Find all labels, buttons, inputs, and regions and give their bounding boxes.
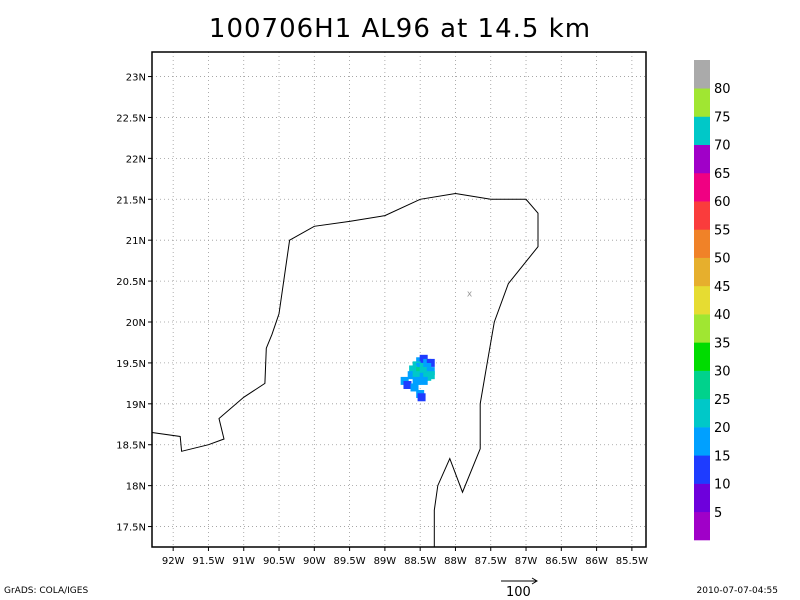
x-tick-label: 90.5W	[263, 556, 295, 567]
colorbar-swatch	[694, 398, 710, 428]
vector-scale-arrow	[501, 577, 538, 585]
longitude-tick-labels: 92W 91.5W 91W 90.5W 90W 89.5W 89W 88.5W 88W 87.5W…	[162, 547, 648, 567]
colorbar-swatch	[694, 229, 710, 258]
y-tick-label: 20.5N	[116, 277, 146, 288]
reflectivity-cell	[426, 371, 435, 380]
reflectivity-cell	[426, 367, 435, 376]
x-tick-label: 88W	[444, 556, 467, 567]
plot-frame	[151, 51, 647, 548]
x-tick-label: 86.5W	[545, 556, 577, 567]
y-tick-label: 20N	[126, 318, 146, 329]
x-tick-label: 91.5W	[192, 556, 224, 567]
reflectivity-cell	[400, 376, 409, 385]
colorbar-label: 70	[714, 139, 731, 154]
reflectivity-cell	[403, 381, 412, 389]
colorbar-label: 75	[714, 110, 731, 125]
colorbar-label: 10	[714, 478, 731, 493]
colorbar: 5 10 15 20 25 30 35 40 45 50 55 60 65 70 75 80	[694, 60, 731, 541]
x-tick-label: 91W	[232, 556, 255, 567]
coastline	[151, 192, 539, 547]
x-tick-label: 90W	[303, 556, 326, 567]
y-tick-label: 22.5N	[116, 113, 146, 124]
colorbar-label: 50	[714, 252, 731, 267]
colorbar-label: 15	[714, 449, 731, 464]
y-tick-label: 18N	[126, 482, 146, 493]
colorbar-label: 55	[714, 223, 731, 238]
y-tick-label: 17.5N	[116, 523, 146, 534]
credit-text: GrADS: COLA/IGES	[4, 586, 89, 596]
x-tick-label: 86W	[585, 556, 608, 567]
y-tick-label: 21N	[126, 236, 146, 247]
reflectivity-cell	[423, 363, 432, 371]
center-marker: x	[467, 289, 473, 299]
reflectivity-cell	[417, 393, 426, 402]
y-tick-label: 19N	[126, 400, 146, 411]
y-tick-label: 23N	[126, 73, 146, 84]
colorbar-swatch	[694, 427, 710, 456]
reflectivity-field	[400, 354, 435, 402]
colorbar-swatch	[694, 455, 710, 484]
colorbar-label: 20	[714, 421, 731, 436]
x-tick-label: 89.5W	[334, 556, 366, 567]
reflectivity-cell	[407, 371, 416, 380]
x-tick-label: 87.5W	[475, 556, 507, 567]
colorbar-label: 40	[714, 308, 731, 323]
colorbar-label: 25	[714, 393, 731, 408]
colorbar-swatch	[694, 342, 710, 371]
grid-lines	[152, 52, 646, 547]
colorbar-swatch	[694, 60, 710, 89]
reflectivity-cell	[410, 383, 419, 392]
reflectivity-cell	[426, 358, 435, 367]
colorbar-label: 5	[714, 506, 722, 521]
colorbar-label: 80	[714, 82, 731, 97]
vector-scale-label: 100	[506, 585, 531, 600]
y-tick-label: 21.5N	[116, 195, 146, 206]
colorbar-swatch	[694, 511, 710, 541]
y-tick-label: 22N	[126, 154, 146, 165]
colorbar-swatch	[694, 285, 710, 315]
reflectivity-cell	[412, 376, 421, 385]
colorbar-swatch	[694, 88, 710, 117]
x-tick-label: 92W	[162, 556, 185, 567]
colorbar-swatch	[694, 257, 710, 287]
colorbar-swatch	[694, 483, 710, 513]
reflectivity-cell	[419, 376, 428, 385]
colorbar-swatch	[694, 314, 710, 343]
colorbar-swatch	[694, 116, 710, 146]
colorbar-swatch	[694, 370, 710, 400]
colorbar-label: 35	[714, 336, 731, 351]
latitude-tick-labels: 17.5N 18N 18.5N 19N 19.5N 20N 20.5N 21N 21.5N 22N…	[116, 73, 152, 534]
plot-title: 100706H1 AL96 at 14.5 km	[208, 14, 592, 44]
x-tick-label: 87W	[515, 556, 538, 567]
colorbar-label: 45	[714, 280, 731, 295]
center-marker-x: x	[467, 289, 473, 299]
colorbar-label: 60	[714, 195, 731, 210]
x-tick-label: 85.5W	[616, 556, 648, 567]
colorbar-label: 65	[714, 167, 731, 182]
y-tick-label: 18.5N	[116, 441, 146, 452]
colorbar-label: 30	[714, 365, 731, 380]
colorbar-swatch	[694, 172, 710, 202]
reflectivity-cell	[419, 354, 428, 363]
x-tick-label: 89W	[374, 556, 397, 567]
coastline-path	[151, 192, 539, 547]
x-tick-label: 88.5W	[404, 556, 436, 567]
y-tick-label: 19.5N	[116, 359, 146, 370]
colorbar-swatch	[694, 201, 710, 230]
colorbar-swatch	[694, 144, 710, 174]
timestamp-text: 2010-07-07-04:55	[696, 586, 779, 596]
